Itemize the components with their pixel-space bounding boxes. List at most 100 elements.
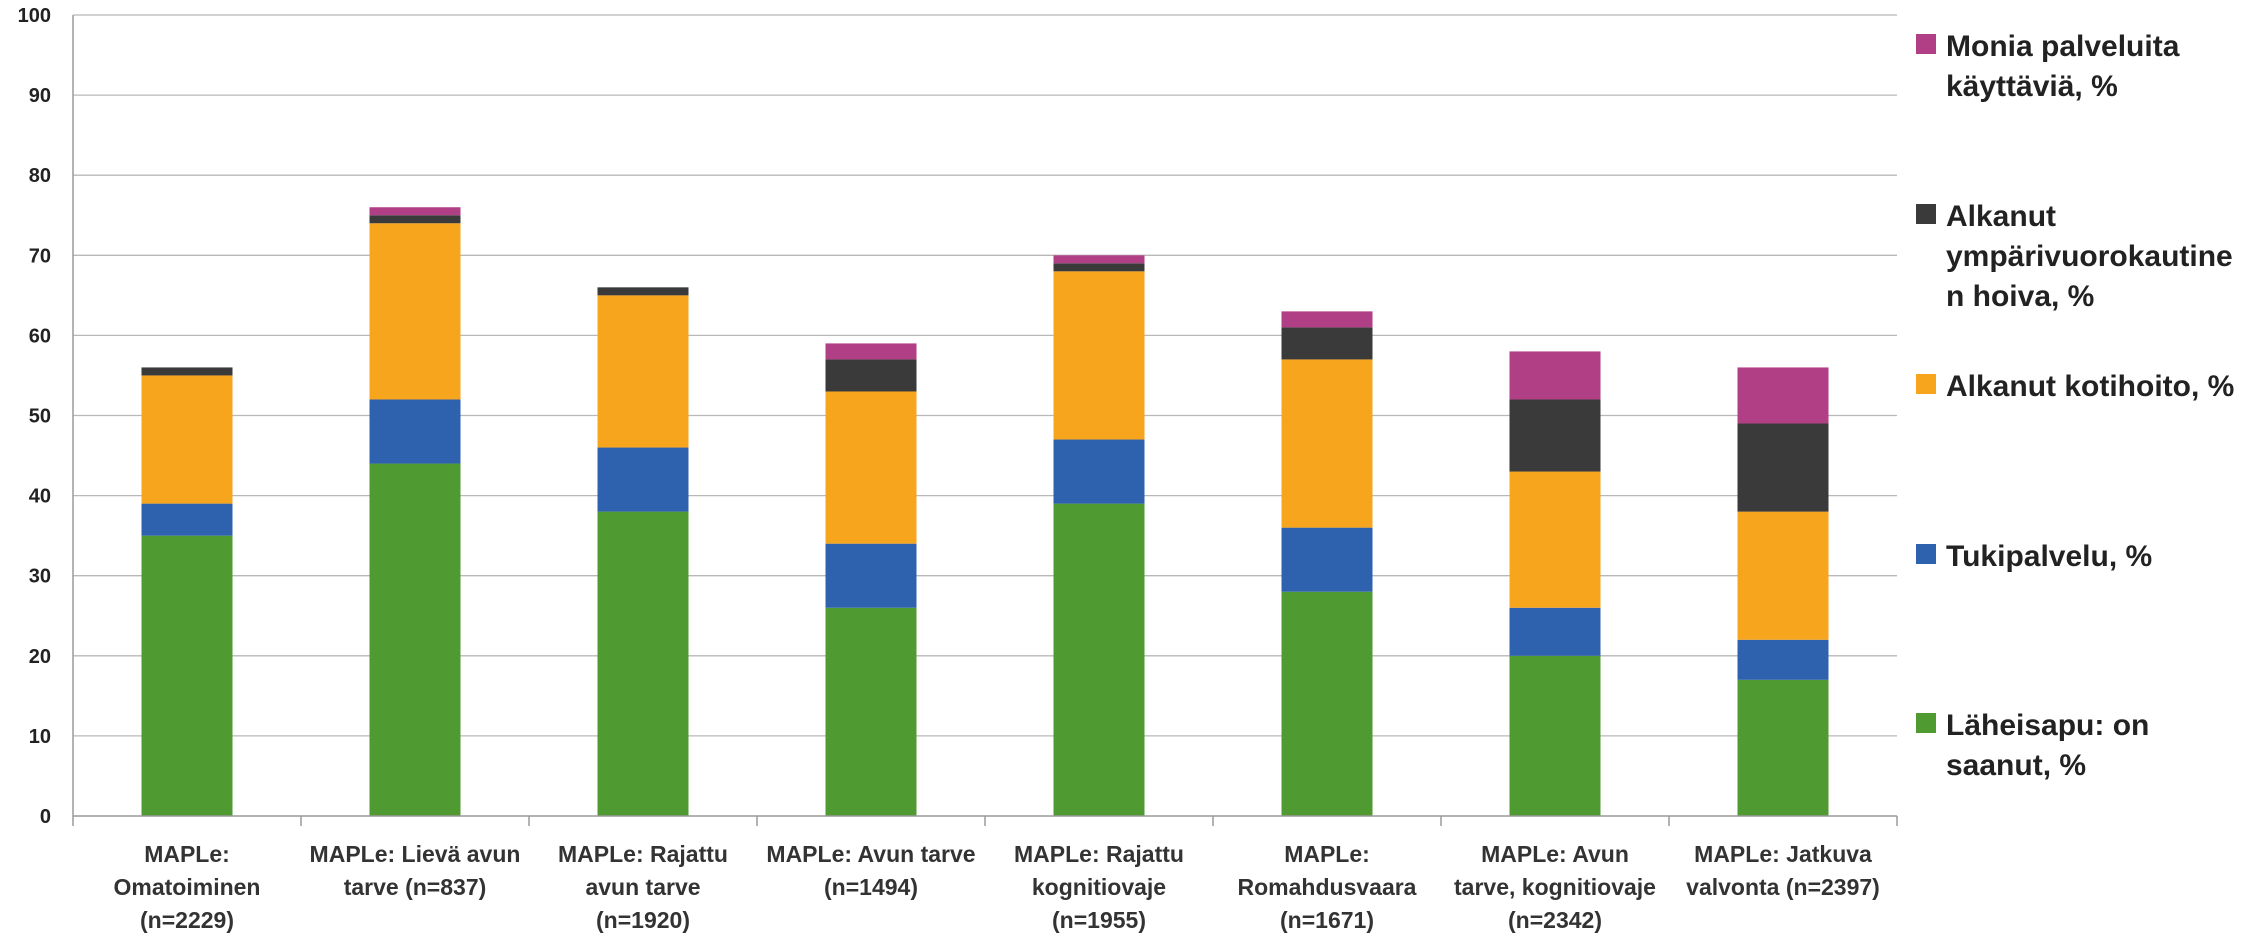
x-category-label-line: (n=2342): [1508, 907, 1602, 933]
x-category-label-line: (n=1494): [824, 874, 918, 900]
bar-segment: [825, 359, 917, 392]
bar-segment: [1737, 639, 1829, 680]
bar-segment: [1281, 527, 1373, 592]
y-tick-label: 0: [40, 806, 51, 828]
y-tick-label: 60: [29, 325, 51, 347]
x-category-label-line: tarve, kognitiovaje: [1454, 874, 1656, 900]
y-tick-label: 30: [29, 566, 51, 588]
x-category-label-line: Romahdusvaara: [1238, 874, 1417, 900]
bar-segment: [1737, 511, 1829, 640]
bar-segment: [1737, 423, 1829, 512]
bar-segment: [1509, 471, 1601, 608]
x-category-label-line: kognitiovaje: [1032, 874, 1166, 900]
bar-segment: [369, 207, 461, 216]
bar-segment: [1281, 311, 1373, 328]
y-tick-label: 80: [29, 165, 51, 187]
x-category-label: MAPLe: Avun tarve, kognitiovaje (n=2342): [1454, 841, 1656, 933]
grid-lines: [73, 14, 1897, 737]
x-category-label: MAPLe: Omatoiminen (n=2229): [114, 841, 261, 933]
y-tick-label: 100: [18, 5, 51, 27]
x-category-label: MAPLe: Avun tarve (n=1494): [766, 841, 975, 900]
bar-segment: [141, 375, 233, 504]
legend-entry-line: Alkanut kotihoito, %: [1946, 370, 2234, 403]
bar-segment: [825, 543, 917, 608]
y-tick-label: 40: [29, 486, 51, 508]
legend-entry: Alkanut ympärivuorokautine n hoiva, %: [1946, 200, 2233, 313]
x-category-label-line: (n=1920): [596, 907, 690, 933]
bar-segment: [1509, 351, 1601, 400]
legend-entry-line: Monia palveluita: [1946, 30, 2180, 63]
bar-segment: [1053, 439, 1145, 504]
bar-segment: [825, 607, 917, 816]
x-category-label-line: valvonta (n=2397): [1686, 874, 1880, 900]
x-axis-category-labels: MAPLe: Omatoiminen (n=2229) MAPLe: Lievä av…: [114, 841, 1880, 933]
bar-segment: [1737, 679, 1829, 816]
legend-swatch: [1916, 374, 1936, 394]
x-category-label: MAPLe: Romahdusvaara (n=1671): [1238, 841, 1417, 933]
legend-entry-line: käyttäviä, %: [1946, 70, 2118, 103]
legend-entry-line: Tukipalvelu, %: [1946, 540, 2152, 573]
bar-segment: [1053, 271, 1145, 440]
x-category-label-line: MAPLe: Avun: [1481, 841, 1629, 867]
legend-entry: Alkanut kotihoito, %: [1946, 370, 2234, 403]
x-category-label: MAPLe: Rajattu avun tarve (n=1920): [558, 841, 728, 933]
bar-segment: [1053, 503, 1145, 816]
y-tick-label: 20: [29, 646, 51, 668]
y-axis-ticks: 0 10 20 30 40 50 60 70 80 90 100: [18, 5, 51, 828]
bar-segment: [1053, 263, 1145, 272]
legend: Monia palveluita käyttäviä, % Alkanut ympär…: [1916, 30, 2234, 782]
bar-segment: [1509, 399, 1601, 472]
x-category-label-line: MAPLe:: [144, 841, 230, 867]
bar-segment: [1053, 255, 1145, 264]
y-tick-label: 10: [29, 726, 51, 748]
legend-entry: Läheisapu: on saanut, %: [1946, 709, 2149, 782]
bar-segment: [141, 535, 233, 816]
bar-segment: [1281, 591, 1373, 816]
x-category-label-line: (n=1955): [1052, 907, 1146, 933]
legend-entry-line: ympärivuorokautine: [1946, 240, 2233, 273]
x-category-label-line: tarve (n=837): [344, 874, 487, 900]
legend-entry: Tukipalvelu, %: [1946, 540, 2152, 573]
bar-segment: [1509, 607, 1601, 656]
x-category-label-line: MAPLe: Jatkuva: [1694, 841, 1872, 867]
bar-segment: [141, 503, 233, 536]
x-category-label-line: MAPLe:: [1284, 841, 1370, 867]
bar-segment: [597, 511, 689, 816]
bar-segment: [825, 343, 917, 360]
bar-segment: [1281, 327, 1373, 360]
axes: [72, 15, 1898, 826]
bar-segment: [369, 223, 461, 400]
legend-entry-line: Läheisapu: on: [1946, 709, 2149, 742]
bar-segment: [369, 399, 461, 464]
legend-swatch: [1916, 204, 1936, 224]
bar-segment: [825, 391, 917, 544]
x-category-label: MAPLe: Jatkuva valvonta (n=2397): [1686, 841, 1880, 900]
x-category-label-line: avun tarve: [585, 874, 700, 900]
bar-segment: [369, 215, 461, 224]
bars: [141, 207, 1829, 816]
y-tick-label: 50: [29, 406, 51, 428]
bar-segment: [141, 367, 233, 376]
bar-segment: [597, 295, 689, 448]
legend-entry-line: saanut, %: [1946, 749, 2086, 782]
x-category-label: MAPLe: Rajattu kognitiovaje (n=1955): [1014, 841, 1184, 933]
y-tick-label: 90: [29, 85, 51, 107]
x-category-label-line: Omatoiminen: [114, 874, 261, 900]
legend-entry-line: Alkanut: [1946, 200, 2056, 233]
x-category-label-line: MAPLe: Lievä avun: [310, 841, 521, 867]
bar-segment: [1509, 655, 1601, 816]
bar-segment: [597, 287, 689, 296]
x-category-label-line: (n=1671): [1280, 907, 1374, 933]
x-category-label-line: (n=2229): [140, 907, 234, 933]
x-category-label-line: MAPLe: Rajattu: [1014, 841, 1184, 867]
bar-segment: [1737, 367, 1829, 424]
x-category-label-line: MAPLe: Avun tarve: [766, 841, 975, 867]
legend-swatch: [1916, 713, 1936, 733]
legend-swatch: [1916, 544, 1936, 564]
legend-swatch: [1916, 34, 1936, 54]
x-category-label-line: MAPLe: Rajattu: [558, 841, 728, 867]
legend-entry-line: n hoiva, %: [1946, 280, 2094, 313]
bar-segment: [369, 463, 461, 816]
x-category-label: MAPLe: Lievä avun tarve (n=837): [310, 841, 521, 900]
y-tick-label: 70: [29, 245, 51, 267]
